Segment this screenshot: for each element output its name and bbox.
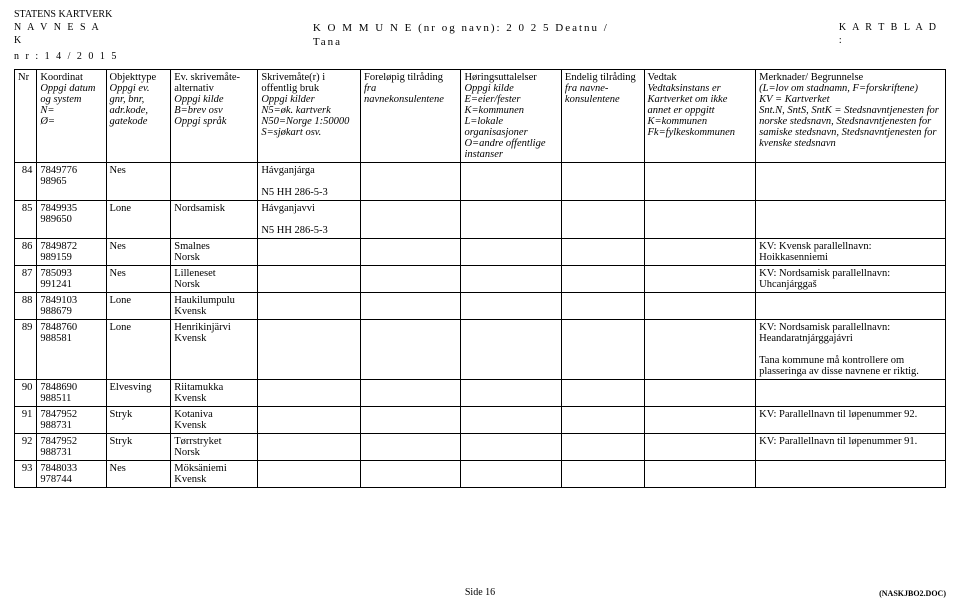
- agency-name: STATENS KARTVERK: [14, 8, 946, 21]
- header-row: Nr KoordinatOppgi datum og systemN=Ø= Ob…: [15, 69, 946, 162]
- table-body: 84784977698965NesHávganjárgaN5 HH 286-5-…: [15, 162, 946, 487]
- col-horing: HøringsuttalelserOppgi kildeE=eier/feste…: [461, 69, 561, 162]
- main-table: Nr KoordinatOppgi datum og systemN=Ø= Ob…: [14, 69, 946, 488]
- table-row: 887849103988679LoneHaukilumpuluKvensk: [15, 292, 946, 319]
- kartblad-label: K A R T B L A D :: [839, 21, 946, 50]
- col-vedtak: VedtakVedtaksinstans er Kartverket om ik…: [644, 69, 756, 162]
- table-row: 897848760988581LoneHenrikinjärviKvenskKV…: [15, 319, 946, 379]
- col-alternativ: Ev. skrivemåte-alternativOppgi kildeB=br…: [171, 69, 258, 162]
- col-skrivemaate: Skrivemåte(r) i offentlig brukOppgi kild…: [258, 69, 361, 162]
- doc-name: (NASKJBO2.DOC): [879, 589, 946, 598]
- table-row: 867849872989159NesSmalnesNorskKV: Kvensk…: [15, 238, 946, 265]
- nr-line: n r : 1 4 / 2 0 1 5: [14, 50, 946, 63]
- col-koordinat: KoordinatOppgi datum og systemN=Ø=: [37, 69, 106, 162]
- header-block: STATENS KARTVERK N A V N E S A K K O M M…: [14, 8, 946, 63]
- col-endelig: Endelig tilrådingfra navne-konsulentene: [561, 69, 644, 162]
- kommune-label: K O M M U N E (nr og navn):: [313, 22, 502, 34]
- page-number: Side 16: [465, 587, 495, 598]
- table-row: 87785093991241NesLillenesetNorskKV: Nord…: [15, 265, 946, 292]
- table-row: 927847952988731StrykTørrstryketNorskKV: …: [15, 433, 946, 460]
- table-row: 917847952988731StrykKotanivaKvenskKV: Pa…: [15, 406, 946, 433]
- navnesak-label: N A V N E S A K: [14, 21, 113, 50]
- table-row: 937848033978744NesMöksäniemiKvensk: [15, 460, 946, 487]
- table-row: 857849935989650LoneNordsamiskHávganjavvi…: [15, 200, 946, 238]
- col-merknader: Merknader/ Begrunnelse(L=lov om stadnamn…: [756, 69, 946, 162]
- col-nr: Nr: [15, 69, 37, 162]
- table-row: 84784977698965NesHávganjárgaN5 HH 286-5-…: [15, 162, 946, 200]
- col-forelopig: Foreløpig tilrådingfra navnekonsulentene: [361, 69, 461, 162]
- col-objekttype: ObjekttypeOppgi ev. gnr, bnr, adr.kode, …: [106, 69, 171, 162]
- table-row: 907848690988511ElvesvingRiitamukkaKvensk: [15, 379, 946, 406]
